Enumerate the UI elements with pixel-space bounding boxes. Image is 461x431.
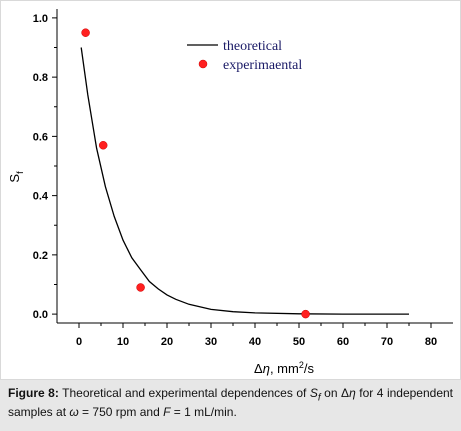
experimental-data-point: [98, 141, 108, 150]
experimental-data-point: [81, 28, 90, 37]
experimental-data-point: [301, 309, 310, 319]
x-tick-label: 10: [117, 336, 129, 348]
y-tick-label: 0.6: [33, 131, 48, 143]
caption-text-5: = 1 mL/min.: [170, 405, 237, 420]
caption-eta: η: [349, 386, 356, 400]
x-tick-label: 60: [337, 336, 349, 348]
experimental-data-point: [136, 283, 145, 292]
x-axis-title: Δη, mm2/s: [254, 360, 314, 376]
y-tick-label: 0.4: [33, 191, 49, 203]
theoretical-series-line: [80, 47, 409, 315]
caption-text-2: on Δ: [320, 386, 350, 400]
x-axis-title-delta: Δ: [254, 361, 263, 376]
x-axis-title-superscript: 2: [299, 360, 304, 370]
caption-text-4: = 750 rpm and: [78, 405, 164, 420]
x-tick-label: 70: [381, 336, 393, 348]
legend: theoretical experimaental: [187, 39, 302, 73]
figure-caption: Figure 8: Theoretical and experimental d…: [0, 380, 461, 431]
series-layer: [80, 28, 409, 319]
legend-dot-swatch: [198, 59, 208, 69]
y-tick-label: 0.8: [33, 72, 48, 84]
caption-s-sub: f: [317, 392, 321, 404]
caption-text-1: Theoretical and experimental dependences…: [58, 386, 310, 400]
y-axis-title-subscript: f: [15, 171, 25, 174]
x-tick-label: 80: [425, 336, 437, 348]
x-tick-label: 40: [249, 336, 261, 348]
x-tick-label: 50: [293, 336, 305, 348]
y-axis-title-main: S: [7, 174, 22, 183]
x-axis-title-eta: η: [263, 361, 270, 376]
caption-omega: ω: [69, 405, 79, 420]
x-axis-title-unit: , mm: [270, 361, 299, 376]
ticks: 0 10 20 30 40 50 60 70 80 0.0 0.2 0.4 0.6 0.8 1.0: [33, 13, 437, 348]
caption-text-3: for 4 independent samples at: [8, 386, 454, 420]
x-tick-label: 20: [161, 336, 173, 348]
legend-label-theoretical: theoretical: [223, 39, 282, 54]
y-tick-label: 0.2: [33, 250, 48, 262]
caption-label: Figure 8:: [8, 386, 59, 400]
y-axis-title: Sf: [7, 171, 25, 183]
y-tick-label: 1.0: [33, 13, 48, 25]
x-tick-label: 30: [205, 336, 217, 348]
y-tick-label: 0.0: [33, 309, 48, 321]
x-tick-label: 0: [76, 336, 82, 348]
caption-f: F: [163, 405, 171, 420]
chart-frame: 0 10 20 30 40 50 60 70 80 0.0 0.2 0.4 0.6 0.8 1.0 theo…: [0, 0, 461, 380]
legend-label-experimental: experimaental: [223, 58, 302, 73]
scatter-chart: 0 10 20 30 40 50 60 70 80 0.0 0.2 0.4 0.6 0.8 1.0 theo…: [7, 9, 453, 376]
caption-s: S: [309, 386, 318, 400]
x-axis-title-tail: /s: [304, 361, 315, 376]
axes: [56, 9, 453, 324]
